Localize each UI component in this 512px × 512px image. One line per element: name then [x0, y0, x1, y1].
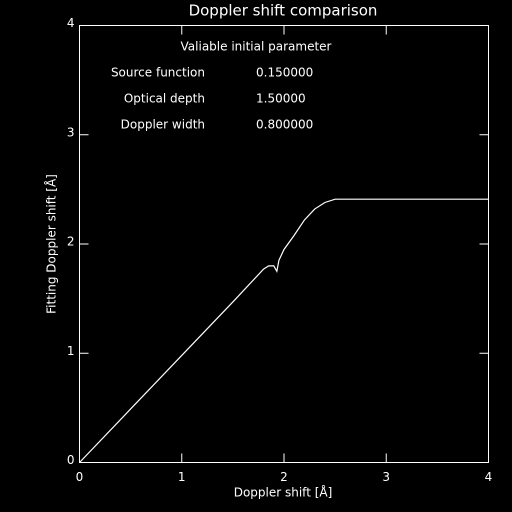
x-tick-label: 1	[178, 470, 186, 484]
x-axis-label: Doppler shift [Å]	[234, 485, 333, 500]
x-tick-label: 4	[485, 470, 493, 484]
parameter-value: 1.50000	[256, 92, 306, 106]
y-tick-label: 1	[67, 344, 75, 358]
y-tick-label: 4	[67, 16, 75, 30]
parameter-value: 0.800000	[256, 118, 313, 132]
data-line	[79, 198, 489, 463]
parameters-title: Valiable initial parameter	[181, 40, 332, 54]
y-tick-label: 3	[67, 125, 75, 139]
x-tick-label: 3	[382, 470, 390, 484]
parameter-name: Source function	[111, 66, 205, 80]
y-tick-label: 2	[67, 235, 75, 249]
parameter-value: 0.150000	[256, 66, 313, 80]
y-axis-label: Fitting Doppler shift [Å]	[44, 174, 59, 314]
chart-title: Doppler shift comparison	[189, 2, 378, 20]
parameter-name: Optical depth	[124, 92, 205, 106]
x-tick-label: 2	[280, 470, 288, 484]
y-tick-label: 0	[67, 453, 75, 467]
parameter-name: Doppler width	[121, 118, 205, 132]
x-tick-label: 0	[76, 470, 84, 484]
